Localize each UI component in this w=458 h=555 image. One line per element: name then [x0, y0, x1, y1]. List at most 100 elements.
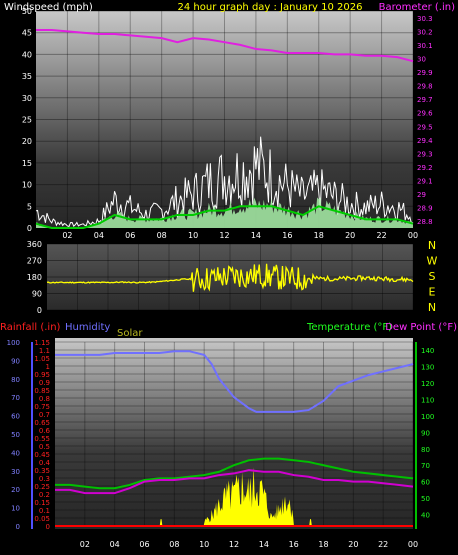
humidity-tick-label: 0 [16, 523, 20, 531]
wind-x-tick-label: 00 [408, 231, 418, 240]
humidity-tick-label: 60 [11, 413, 20, 421]
temperature-x-axis-ticks: 02 04 06 08 10 12 14 16 18 20 22 00 [80, 540, 418, 549]
rainfall-tick-label: 0.2 [39, 491, 50, 499]
direction-tick-label: 270 [27, 257, 42, 266]
rainfall-tick-label: 0.7 [39, 411, 50, 419]
rainfall-tick-label: 0.5 [39, 443, 50, 451]
temperature-tick-label: 50 [421, 495, 430, 503]
wind-x-tick-label: 10 [188, 231, 198, 240]
temperature-tick-label: 80 [421, 446, 430, 454]
dew-point-series-line [55, 469, 414, 495]
temperature-x-tick-label: 14 [259, 540, 269, 549]
dew-point-axis-label: Dew Point (°F) [385, 322, 457, 333]
barometer-tick-label: 30.3 [417, 15, 433, 23]
windspeed-tick-label: 15 [22, 159, 32, 168]
humidity-tick-label: 10 [11, 505, 20, 513]
humidity-tick-label: 20 [11, 486, 20, 494]
compass-label: N [428, 301, 436, 314]
rainfall-tick-label: 0.85 [34, 387, 50, 395]
wind-x-tick-label: 22 [376, 231, 386, 240]
wind-x-tick-label: 14 [251, 231, 261, 240]
barometer-tick-label: 29.5 [417, 123, 433, 131]
temperature-x-tick-label: 08 [169, 540, 179, 549]
rainfall-tick-label: 0.1 [39, 507, 50, 515]
wind-x-tick-label: 02 [62, 231, 72, 240]
barometer-tick-label: 30.2 [417, 28, 433, 36]
rainfall-tick-label: 0 [46, 523, 50, 531]
direction-axis-ticks: 360 270 180 90 0 [27, 240, 42, 315]
windspeed-tick-label: 45 [22, 29, 32, 38]
compass-label: E [429, 286, 436, 299]
barometer-tick-label: 29.4 [417, 137, 433, 145]
wind-x-tick-label: 12 [219, 231, 229, 240]
barometer-axis-ticks: 28.8 28.9 29 29.1 29.2 29.3 29.4 29.5 29.6 29.7 29… [417, 15, 433, 226]
rainfall-tick-label: 0.8 [39, 395, 50, 403]
wind-x-tick-label: 18 [314, 231, 324, 240]
temperature-x-tick-label: 16 [289, 540, 299, 549]
temperature-x-tick-label: 00 [408, 540, 418, 549]
rainfall-tick-label: 0.05 [34, 515, 50, 523]
compass-label: N [428, 239, 436, 252]
rainfall-tick-label: 0.75 [34, 403, 50, 411]
rainfall-tick-label: 0.6 [39, 427, 51, 435]
solar-series-area [55, 467, 413, 526]
rainfall-tick-label: 0.45 [34, 451, 50, 459]
rainfall-tick-label: 0.4 [39, 459, 51, 467]
humidity-axis-ticks: 0 10 20 30 40 50 60 70 80 90 100 [7, 339, 20, 531]
wind-x-tick-label: 08 [157, 231, 167, 240]
rainfall-tick-label: 1.05 [34, 355, 50, 363]
direction-tick-label: 0 [37, 306, 42, 315]
temperature-tick-label: 60 [421, 479, 430, 487]
temperature-x-tick-label: 22 [378, 540, 388, 549]
humidity-tick-label: 100 [7, 339, 20, 347]
rainfall-tick-label: 1 [46, 363, 50, 371]
barometer-series-line [36, 28, 414, 63]
temperature-tick-label: 130 [421, 364, 434, 372]
humidity-tick-label: 50 [11, 431, 20, 439]
rainfall-tick-label: 0.25 [34, 483, 50, 491]
temperature-tick-label: 110 [421, 397, 434, 405]
rainfall-axis-label: Rainfall (.in) [0, 322, 61, 333]
rainfall-tick-label: 0.35 [34, 467, 50, 475]
wind-direction-line [46, 263, 414, 292]
temperature-tick-label: 90 [421, 429, 430, 437]
rainfall-tick-label: 0.95 [34, 371, 50, 379]
temperature-axis-ticks: 40 50 60 70 80 90 100 110 120 130 140 [421, 347, 434, 519]
rainfall-tick-label: 1.15 [34, 339, 50, 347]
chart-title: 24 hour graph day : January 10 2026 [178, 2, 363, 13]
temperature-tick-label: 140 [421, 347, 434, 355]
barometer-tick-label: 29.9 [417, 69, 433, 77]
temperature-tick-label: 70 [421, 462, 430, 470]
wind-x-axis-ticks: 02 04 06 08 10 12 14 16 18 20 22 00 [62, 231, 418, 240]
rainfall-tick-label: 1.1 [39, 347, 50, 355]
temperature-humidity-lines [55, 350, 414, 527]
humidity-series-line [55, 350, 414, 413]
barometer-line [36, 28, 414, 63]
barometer-tick-label: 28.8 [417, 218, 433, 226]
wind-area [35, 136, 414, 229]
solar-label: Solar [117, 328, 143, 339]
windspeed-tick-label: 35 [22, 72, 32, 81]
wind-x-tick-label: 06 [125, 231, 135, 240]
rainfall-tick-label: 0.15 [34, 499, 50, 507]
direction-tick-label: 90 [32, 290, 42, 299]
barometer-tick-label: 30.1 [417, 42, 433, 50]
windspeed-tick-label: 5 [27, 202, 32, 211]
windspeed-tick-label: 50 [22, 7, 32, 16]
direction-series-line [46, 263, 414, 292]
temperature-series-line [55, 457, 414, 490]
temperature-x-tick-label: 10 [199, 540, 209, 549]
windspeed-axis-label: Windspeed (mph) [4, 2, 93, 13]
rainfall-tick-label: 0.55 [34, 435, 50, 443]
humidity-axis-label: Humidity [65, 322, 110, 333]
direction-panel-background [47, 244, 413, 310]
wind-panel-background [36, 11, 413, 228]
temperature-x-tick-label: 04 [110, 540, 120, 549]
temperature-tick-label: 40 [421, 512, 430, 520]
barometer-tick-label: 29.6 [417, 110, 433, 118]
compass-label: S [429, 270, 436, 283]
rainfall-tick-label: 0.65 [34, 419, 50, 427]
temperature-x-tick-label: 12 [229, 540, 239, 549]
